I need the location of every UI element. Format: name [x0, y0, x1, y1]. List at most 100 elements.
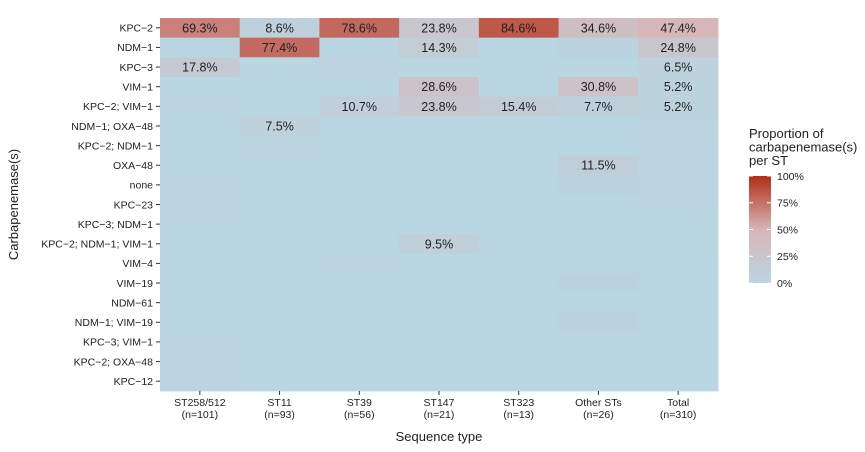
y-tick-label: VIM−4	[122, 258, 153, 270]
heatmap-cell	[399, 155, 480, 176]
heatmap-cell	[478, 57, 559, 78]
heatmap-cell	[638, 273, 719, 294]
x-axis-title: Sequence type	[396, 429, 483, 444]
heatmap-cell	[638, 371, 719, 392]
y-tick-label: NDM−1; VIM−19	[75, 317, 153, 329]
cell-value-label: 5.2%	[664, 80, 693, 94]
x-tick-label: Total	[667, 397, 689, 409]
heatmap-cell	[319, 116, 400, 137]
heatmap-cell	[478, 155, 559, 176]
heatmap-cell	[478, 135, 559, 156]
cell-value-label: 30.8%	[581, 80, 616, 94]
cell-value-label: 9.5%	[425, 237, 454, 251]
heatmap-cell	[399, 312, 480, 333]
y-tick-label: KPC−23	[114, 199, 154, 211]
heatmap-cell	[319, 175, 400, 196]
heatmap-cell	[638, 155, 719, 176]
y-tick-label: OXA−48	[113, 160, 153, 172]
heatmap-cell	[399, 233, 480, 254]
heatmap-cell	[239, 351, 320, 372]
heatmap-cell	[638, 18, 719, 39]
x-tick-label: ST147	[424, 397, 455, 409]
heatmap-cell	[239, 371, 320, 392]
heatmap-cell	[558, 57, 639, 78]
heatmap-cell	[319, 351, 400, 372]
heatmap-cell	[558, 273, 639, 294]
heatmap-cell	[638, 76, 719, 97]
heatmap-cell	[239, 214, 320, 235]
heatmap-cell	[160, 292, 241, 313]
heatmap-cell	[160, 175, 241, 196]
x-tick-sample-size: (n=310)	[660, 409, 696, 421]
heatmap-cell	[239, 332, 320, 353]
cell-value-label: 23.8%	[421, 100, 456, 114]
heatmap-cell	[558, 18, 639, 39]
heatmap-cell	[399, 116, 480, 137]
x-tick-sample-size: (n=21)	[424, 409, 455, 421]
heatmap-cell	[160, 332, 241, 353]
legend-title-line: Proportion of	[749, 126, 824, 141]
cell-value-label: 17.8%	[182, 61, 217, 75]
heatmap-cell	[558, 214, 639, 235]
heatmap-cell	[160, 18, 241, 39]
heatmap-cell	[239, 135, 320, 156]
x-tick-label: ST258/512	[174, 397, 226, 409]
x-tick-sample-size: (n=101)	[182, 409, 218, 421]
heatmap-cell	[160, 273, 241, 294]
heatmap-cell	[558, 116, 639, 137]
heatmap-cell	[160, 194, 241, 215]
y-tick-label: KPC−2; OXA−48	[74, 356, 154, 368]
heatmap-cell	[478, 332, 559, 353]
cell-value-label: 24.8%	[660, 41, 695, 55]
y-tick-label: KPC−2; NDM−1	[78, 140, 153, 152]
heatmap-cell	[160, 116, 241, 137]
cell-value-label: 23.8%	[421, 21, 456, 35]
x-tick-sample-size: (n=93)	[264, 409, 295, 421]
heatmap-cell	[160, 155, 241, 176]
cell-value-label: 84.6%	[501, 21, 536, 35]
heatmap-cell	[319, 273, 400, 294]
x-tick-label: ST11	[267, 397, 291, 409]
x-tick-sample-size: (n=26)	[583, 409, 614, 421]
heatmap-cell	[638, 96, 719, 117]
heatmap-cell	[239, 253, 320, 274]
heatmap-cell	[399, 96, 480, 117]
heatmap-cell	[638, 292, 719, 313]
x-tick-sample-size: (n=56)	[344, 409, 375, 421]
y-tick-label: KPC−12	[114, 376, 154, 388]
cell-value-label: 6.5%	[664, 61, 693, 75]
x-tick-sample-size: (n=13)	[503, 409, 534, 421]
heatmap-cell	[399, 57, 480, 78]
heatmap-cell	[239, 194, 320, 215]
legend-title-line: carbapenemase(s)	[749, 140, 857, 155]
heatmap-cell	[399, 351, 480, 372]
heatmap-cell	[478, 253, 559, 274]
x-tick-label: ST39	[347, 397, 372, 409]
heatmap-cell	[478, 273, 559, 294]
heatmap-cell	[478, 312, 559, 333]
heatmap-cell	[239, 57, 320, 78]
heatmap-cell	[399, 18, 480, 39]
legend-title-line: per ST	[749, 153, 788, 168]
heatmap-cell	[558, 194, 639, 215]
heatmap-cell	[160, 96, 241, 117]
heatmap-cell	[558, 312, 639, 333]
heatmap-cell	[319, 312, 400, 333]
cell-value-label: 8.6%	[265, 21, 294, 35]
heatmap-cell	[319, 253, 400, 274]
heatmap-cell	[478, 18, 559, 39]
heatmap-cell	[558, 233, 639, 254]
cell-value-label: 11.5%	[581, 159, 616, 173]
cell-value-label: 7.7%	[584, 100, 613, 114]
heatmap-cell	[638, 194, 719, 215]
cell-value-label: 77.4%	[262, 41, 297, 55]
heatmap-cell	[160, 312, 241, 333]
heatmap-cell	[638, 332, 719, 353]
heatmap-cell	[399, 253, 480, 274]
heatmap-cell	[399, 37, 480, 58]
heatmap-cell	[558, 96, 639, 117]
legend-tick-label: 75%	[777, 198, 798, 210]
heatmap-cell	[399, 292, 480, 313]
heatmap-cell	[478, 214, 559, 235]
y-tick-label: KPC−2; VIM−1	[83, 101, 153, 113]
